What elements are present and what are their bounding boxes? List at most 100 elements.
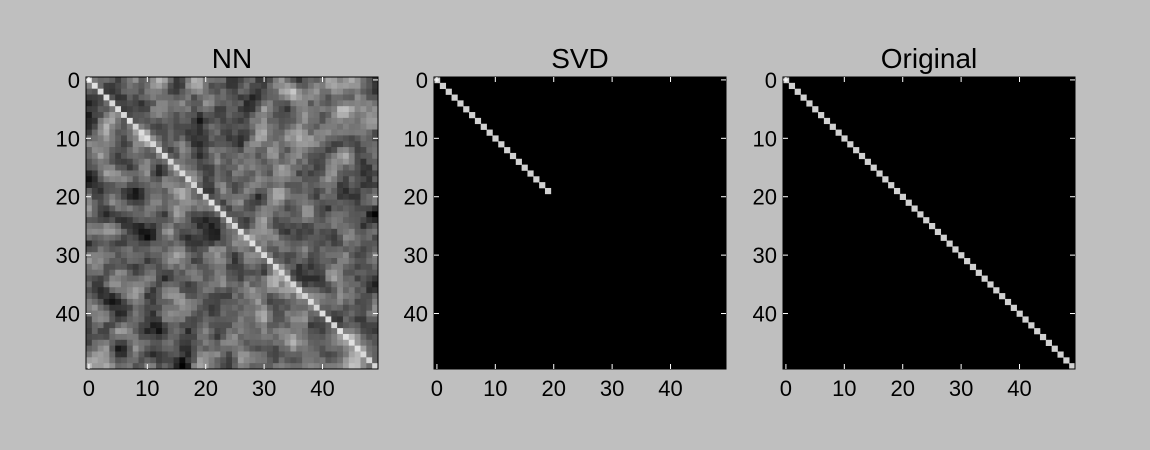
heatmap-cell	[366, 176, 373, 183]
heatmap-cell	[91, 176, 99, 183]
heatmap-cell	[243, 316, 250, 323]
heatmap-cell	[185, 351, 192, 358]
heatmap-cell	[302, 275, 309, 282]
heatmap-cell	[243, 351, 250, 358]
heatmap-cell	[348, 164, 355, 171]
heatmap-cell	[156, 100, 163, 107]
heatmap-cell	[167, 246, 174, 253]
heatmap-cell	[232, 293, 239, 300]
heatmap-cell	[348, 129, 355, 136]
heatmap-cell	[126, 246, 134, 253]
heatmap-cell	[103, 316, 110, 323]
heatmap-cell	[337, 187, 344, 195]
heatmap-cell	[91, 298, 99, 306]
heatmap-cell	[348, 263, 355, 271]
heatmap-cell	[331, 258, 338, 265]
heatmap-cell	[126, 223, 134, 230]
heatmap-cell	[138, 258, 145, 265]
heatmap-cell	[156, 240, 163, 247]
heatmap-cell	[161, 123, 169, 130]
heatmap-cell	[220, 351, 227, 358]
heatmap-cell	[261, 293, 268, 300]
heatmap-cell	[325, 287, 332, 294]
heatmap-cell	[243, 322, 250, 329]
heatmap-cell	[220, 246, 227, 253]
heatmap-cell	[313, 158, 320, 165]
heatmap-cell	[86, 211, 93, 218]
heatmap-cell	[366, 240, 373, 247]
heatmap-cell	[372, 258, 379, 265]
heatmap-cell	[255, 345, 262, 352]
heatmap-cell	[313, 88, 320, 95]
heatmap-cell	[173, 258, 180, 265]
heatmap-cell	[342, 100, 350, 107]
heatmap-cell	[191, 88, 198, 95]
heatmap-cell	[150, 281, 157, 288]
heatmap-cell	[255, 357, 262, 364]
heatmap-cell	[214, 182, 221, 189]
heatmap-cell	[150, 298, 157, 306]
x-tick-label: 40	[310, 376, 334, 401]
heatmap-cell	[150, 187, 157, 195]
heatmap-cell	[126, 357, 134, 364]
heatmap-cell	[307, 88, 315, 95]
heatmap-cell	[232, 275, 239, 282]
heatmap-cell	[307, 345, 315, 352]
x-tick-label: 40	[658, 376, 682, 401]
heatmap-cell	[167, 117, 174, 125]
heatmap-cell	[325, 152, 332, 160]
heatmap-cell	[138, 339, 145, 346]
heatmap-cell	[325, 141, 332, 148]
heatmap-cell	[226, 333, 233, 341]
heatmap-cell	[109, 129, 116, 136]
x-tick-label: 40	[1007, 376, 1031, 401]
heatmap-cell	[302, 164, 309, 171]
heatmap-cell	[86, 205, 93, 212]
heatmap-cell	[121, 304, 128, 311]
heatmap-cell	[202, 141, 209, 148]
heatmap-cell	[232, 88, 239, 95]
heatmap-cell	[208, 258, 215, 265]
heatmap-cell	[97, 328, 104, 335]
heatmap-cell	[342, 88, 350, 95]
heatmap-cell	[261, 123, 268, 130]
heatmap-cell	[325, 281, 332, 288]
heatmap-cell	[331, 287, 338, 294]
heatmap-cell	[103, 152, 110, 160]
heatmap-cell	[191, 310, 198, 317]
x-tick-label: 30	[252, 376, 276, 401]
heatmap-cell	[325, 77, 332, 84]
heatmap-cell	[342, 339, 350, 346]
axes-frame	[782, 76, 1076, 370]
heatmap-cell	[243, 123, 250, 130]
heatmap-cell	[307, 187, 315, 195]
heatmap-cell	[220, 170, 227, 177]
heatmap-cell	[366, 211, 373, 218]
heatmap-cell	[307, 100, 315, 107]
heatmap-cell	[302, 363, 309, 370]
heatmap-cell	[232, 106, 239, 113]
heatmap-cell	[296, 234, 303, 241]
heatmap-cell	[278, 252, 285, 259]
heatmap-cell	[115, 170, 122, 177]
heatmap-cell	[372, 158, 379, 165]
heatmap-cell	[354, 88, 361, 95]
heatmap-cell	[109, 158, 116, 165]
heatmap-cell	[202, 129, 209, 136]
heatmap-cell	[185, 193, 192, 200]
heatmap-cell	[284, 129, 291, 136]
heatmap-cell	[144, 152, 151, 160]
heatmap-cell	[457, 100, 464, 107]
heatmap-cell	[272, 269, 280, 276]
heatmap-cell	[302, 205, 309, 212]
heatmap-cell	[331, 112, 338, 119]
heatmap-cell	[307, 269, 315, 276]
heatmap-cell	[144, 234, 151, 241]
heatmap-cell	[302, 135, 309, 142]
heatmap-cell	[237, 112, 245, 119]
heatmap-cell	[249, 217, 256, 224]
heatmap-cell	[296, 164, 303, 171]
heatmap-cell	[372, 199, 379, 206]
heatmap-cell	[126, 217, 134, 224]
